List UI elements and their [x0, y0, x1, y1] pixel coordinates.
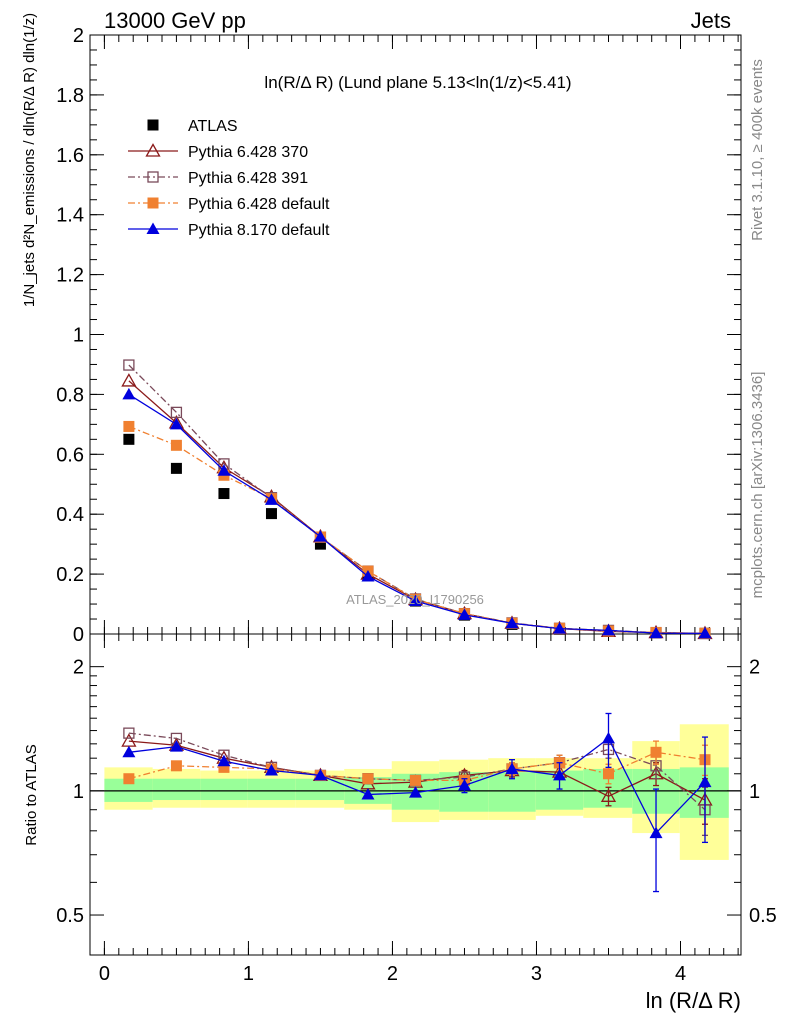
data-point-pythia-8-170-default	[553, 622, 567, 634]
axis-ticks: 0 0.2 0.4 0.6 0.8 1 1.2 1.4 1.6 1.8 2 0.5 0.5 1 1 2 2 0 1 2…	[56, 25, 777, 985]
header-left: 13000 GeV pp	[104, 8, 246, 33]
data-point-pythia-6-428-default	[170, 439, 182, 451]
data-point-pythia-6-428-370	[121, 373, 137, 387]
ratio-point-pythia-8-170-default	[169, 740, 183, 752]
ratio-y-tick-label: 0.5	[56, 905, 84, 927]
ratio-y-axis-label: Ratio to ATLAS	[23, 744, 40, 845]
ratio-point-pythia-8-170-default	[361, 787, 375, 800]
ratio-point-pythia-6-428-default	[602, 768, 614, 780]
ratio-point-pythia-6-428-default	[218, 761, 230, 773]
ratio-point-pythia-6-428-370	[600, 788, 617, 802]
x-axis-label: ln (R/Δ R)	[646, 988, 741, 1013]
data-point-pythia-6-428-default	[123, 420, 135, 432]
side-label-top: Rivet 3.1.10, ≥ 400k events	[749, 59, 766, 241]
side-label-bottom: mcplots.cern.ch [arXiv:1306.3436]	[749, 372, 766, 599]
ratio-point-pythia-6-428-default	[123, 773, 135, 785]
y-tick-label: 1.6	[56, 145, 84, 167]
x-tick-label: 0	[99, 963, 110, 985]
legend-marker-pythia-6-428-default	[147, 197, 159, 209]
ratio-point-pythia-8-170-default	[409, 786, 422, 798]
legend-marker-atlas	[147, 119, 159, 131]
y-tick-label: 1.8	[56, 85, 84, 107]
x-tick-label: 2	[387, 963, 398, 985]
y-tick-label: 0.8	[56, 384, 84, 406]
data-point-atlas	[170, 462, 182, 474]
data-point-pythia-8-170-default	[505, 616, 519, 629]
ratio-point-pythia-6-428-default	[362, 773, 374, 785]
data-point-pythia-8-170-default	[217, 464, 231, 476]
data-point-pythia-6-428-391	[170, 406, 183, 419]
data-series	[121, 359, 713, 893]
x-tick-label: 3	[531, 963, 542, 985]
ratio-point-pythia-8-170-default	[553, 768, 567, 781]
y-tick-label: 1.4	[56, 205, 84, 227]
data-point-pythia-8-170-default	[313, 530, 327, 542]
legend-marker-pythia-8-170-default	[146, 222, 160, 234]
ratio-point-pythia-8-170-default	[264, 764, 278, 776]
ratio-point-pythia-8-170-default	[505, 762, 519, 774]
ratio-point-pythia-8-170-default	[217, 754, 231, 767]
data-point-pythia-8-170-default	[264, 493, 278, 505]
ratio-y-tick-label: 2	[73, 657, 84, 679]
data-point-pythia-8-170-default	[601, 623, 615, 636]
y-tick-label: 0.6	[56, 444, 84, 466]
legend-label-atlas: ATLAS	[188, 118, 238, 135]
y-tick-label: 2	[73, 25, 84, 47]
data-point-pythia-8-170-default	[698, 626, 712, 639]
ratio-y-tick-label-right: 1	[749, 781, 760, 803]
data-point-atlas	[265, 508, 277, 520]
y-tick-label: 1	[73, 325, 84, 347]
data-point-atlas	[314, 538, 326, 550]
header-right: Jets	[691, 8, 731, 33]
ratio-point-pythia-8-170-default	[457, 779, 471, 791]
green-band	[152, 778, 201, 801]
ratio-point-pythia-8-170-default	[649, 826, 663, 839]
legend-label-pythia-6-428-default: Pythia 6.428 default	[188, 196, 330, 213]
ratio-y-tick-label-right: 0.5	[749, 905, 777, 927]
y-axis-label: 1/N_jets d²N_emissions / dln(R/Δ R) dln(…	[21, 13, 38, 307]
data-point-pythia-8-170-default	[649, 626, 663, 639]
data-point-atlas	[218, 488, 230, 500]
y-tick-label: 1.2	[56, 265, 84, 287]
data-point-pythia-8-170-default	[169, 417, 183, 430]
ratio-y-tick-label-right: 2	[749, 657, 760, 679]
plot-title: ln(R/Δ R) (Lund plane 5.13<ln(1/z)<5.41)	[264, 73, 571, 92]
y-tick-label: 0	[73, 624, 84, 646]
ratio-plot-frame	[89, 633, 742, 956]
ratio-point-pythia-6-428-default	[170, 760, 182, 772]
legend-label-pythia-6-428-370: Pythia 6.428 370	[188, 144, 308, 161]
y-tick-label: 0.4	[56, 504, 84, 526]
data-point-pythia-8-170-default	[122, 387, 136, 400]
ratio-point-pythia-8-170-default	[601, 731, 615, 744]
uncertainty-bands	[104, 724, 729, 860]
ratio-point-pythia-8-170-default	[122, 745, 136, 758]
legend-label-pythia-8-170-default: Pythia 8.170 default	[188, 222, 330, 239]
green-band	[295, 778, 345, 801]
data-point-pythia-8-170-default	[409, 594, 422, 607]
legend: ATLAS Pythia 6.428 370 Pythia 6.428 391 Pyt…	[128, 118, 330, 239]
green-band	[247, 778, 296, 801]
legend-marker-pythia-6-428-391	[147, 171, 159, 183]
ratio-point-pythia-6-428-default	[410, 774, 421, 786]
x-tick-label: 4	[675, 963, 686, 985]
green-band	[200, 778, 248, 801]
data-point-atlas	[123, 433, 135, 445]
data-point-pythia-8-170-default	[457, 608, 471, 620]
watermark: ATLAS_2020_I1790256	[346, 592, 484, 607]
legend-label-pythia-6-428-391: Pythia 6.428 391	[188, 170, 308, 187]
ratio-point-pythia-6-428-391	[123, 727, 135, 739]
data-point-pythia-6-428-391	[123, 359, 135, 371]
x-tick-label: 1	[243, 963, 254, 985]
y-tick-label: 0.2	[56, 564, 84, 586]
data-point-pythia-8-170-default	[361, 569, 375, 582]
ratio-point-pythia-6-428-default	[650, 746, 662, 758]
ratio-y-tick-label: 1	[73, 781, 84, 803]
ratio-point-pythia-8-170-default	[698, 775, 712, 788]
ratio-point-pythia-8-170-default	[313, 768, 327, 781]
legend-marker-pythia-6-428-370	[145, 143, 161, 157]
